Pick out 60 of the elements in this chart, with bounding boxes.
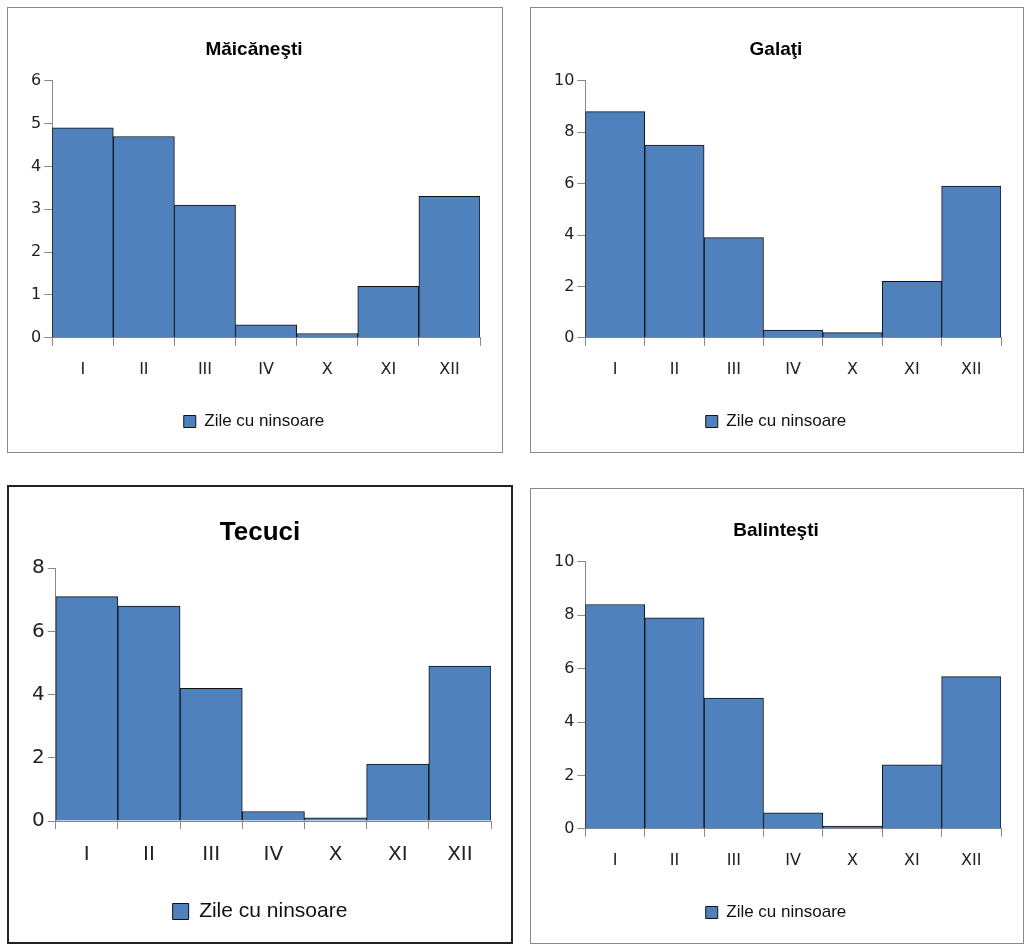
x-tick-label: XII [961, 849, 982, 869]
x-tick-label: XI [904, 849, 920, 869]
x-tick-label: IV [258, 358, 274, 378]
x-tick-label: IV [263, 841, 284, 866]
chart-title: Balinteşti [733, 518, 819, 540]
y-tick-label: 0 [30, 326, 42, 346]
chart-title: Galaţi [749, 37, 803, 59]
y-tick-label: 8 [564, 604, 575, 624]
y-tick-label: 4 [564, 711, 575, 731]
x-tick-label: I [612, 358, 618, 378]
x-tick-label: XI [380, 358, 397, 378]
x-tick-label: X [321, 358, 333, 378]
y-tick-label: 10 [554, 69, 575, 89]
y-tick-label: 6 [564, 172, 575, 192]
x-tick-label: X [328, 841, 343, 866]
x-tick-label: XII [447, 841, 473, 866]
y-tick-label: 4 [30, 155, 42, 175]
x-tick-label: XI [387, 841, 408, 866]
chart-title: Tecuci [219, 515, 301, 546]
legend-label: Zile cu ninsoare [726, 902, 847, 922]
x-tick-label: X [847, 358, 859, 378]
x-tick-label: I [80, 358, 86, 378]
x-tick-label: III [726, 358, 741, 378]
x-tick-label: IV [785, 358, 802, 378]
x-tick-label: I [83, 841, 90, 866]
legend-label: Zile cu ninsoare [726, 411, 847, 431]
y-tick-label: 0 [31, 807, 45, 832]
y-tick-label: 2 [31, 744, 45, 768]
legend-label: Zile cu ninsoare [204, 411, 325, 431]
y-tick-label: 1 [30, 284, 42, 304]
y-tick-label: 8 [31, 554, 45, 579]
x-tick-label: III [197, 358, 213, 378]
x-tick-label: III [726, 849, 741, 869]
y-tick-label: 0 [564, 817, 575, 837]
x-tick-label: II [143, 841, 155, 866]
y-tick-label: 4 [31, 680, 45, 705]
x-tick-label: X [847, 849, 859, 869]
y-tick-label: 3 [30, 198, 42, 218]
y-tick-label: 6 [564, 657, 575, 677]
x-tick-label: I [612, 849, 618, 869]
x-tick-label: II [669, 358, 680, 378]
chart-title: Măicăneşti [205, 37, 303, 59]
x-tick-label: III [202, 841, 221, 866]
y-tick-label: 8 [564, 121, 575, 141]
x-tick-label: IV [785, 849, 802, 869]
y-tick-label: 10 [554, 550, 575, 570]
x-tick-label: II [669, 849, 680, 869]
y-tick-label: 2 [30, 241, 42, 261]
y-tick-label: 4 [564, 224, 575, 244]
x-tick-label: II [139, 358, 149, 378]
y-tick-label: 6 [30, 69, 42, 89]
x-tick-label: XII [439, 358, 460, 378]
y-tick-label: 5 [30, 112, 42, 132]
x-tick-label: XI [904, 358, 920, 378]
x-tick-label: XII [961, 358, 982, 378]
y-tick-label: 2 [564, 764, 575, 784]
y-tick-label: 0 [564, 326, 575, 346]
legend-label: Zile cu ninsoare [199, 898, 348, 922]
y-tick-label: 2 [564, 275, 575, 295]
y-tick-label: 6 [31, 617, 45, 642]
